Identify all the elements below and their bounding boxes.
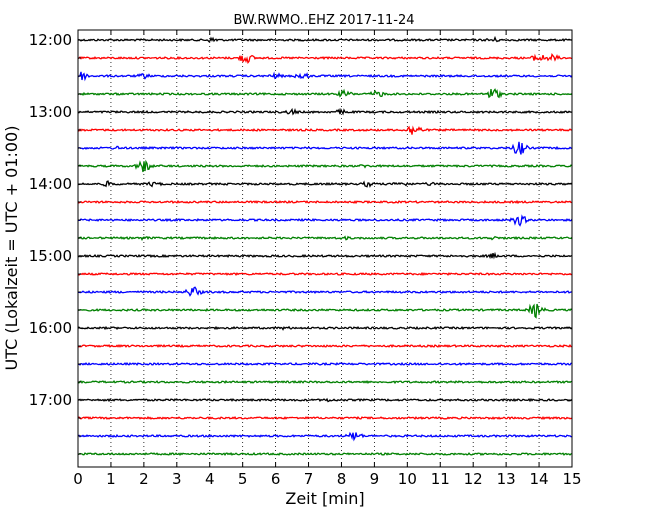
y-tick-label: 15:00 (29, 247, 72, 265)
trace-1215 (77, 52, 573, 65)
x-tick-label: 9 (370, 470, 380, 488)
trace-1630 (77, 361, 573, 366)
x-tick-label: 0 (73, 470, 83, 488)
trace-1700 (77, 397, 573, 403)
x-tick-label: 15 (562, 470, 581, 488)
y-tick-label: 12:00 (29, 31, 72, 49)
x-tick-label: 5 (238, 470, 248, 488)
trace-1530 (77, 286, 573, 297)
trace-1245 (77, 88, 573, 99)
y-axis-ticks: 12:00 13:00 14:00 15:00 16:00 17:00 (29, 31, 572, 455)
trace-1545 (77, 303, 573, 319)
y-axis-label: UTC (Lokalzeit = UTC + 01:00) (2, 126, 21, 371)
y-tick-label: 17:00 (29, 391, 72, 409)
trace-1600 (77, 325, 573, 331)
x-axis-ticks: 0 1 2 3 4 5 6 7 8 9 10 11 12 13 14 15 (73, 30, 582, 488)
x-tick-label: 1 (106, 470, 116, 488)
y-tick-label: 16:00 (29, 319, 72, 337)
x-tick-label: 2 (139, 470, 149, 488)
trace-1300 (77, 107, 573, 116)
x-tick-label: 11 (431, 470, 450, 488)
vertical-grid (110, 30, 540, 467)
plot-frame (77, 29, 573, 468)
x-tick-label: 6 (271, 470, 281, 488)
trace-1330 (77, 141, 573, 155)
x-tick-label: 8 (337, 470, 347, 488)
trace-1515 (77, 271, 573, 277)
trace-1615 (77, 343, 573, 349)
trace-1415 (77, 199, 573, 205)
x-tick-label: 7 (304, 470, 314, 488)
trace-1500 (77, 251, 573, 260)
x-tick-label: 12 (464, 470, 483, 488)
trace-1400 (77, 180, 573, 188)
seismic-traces (77, 35, 573, 457)
x-tick-label: 10 (398, 470, 417, 488)
x-tick-label: 13 (497, 470, 516, 488)
trace-1745 (77, 452, 573, 457)
trace-1730 (77, 431, 573, 442)
trace-1430 (77, 214, 573, 227)
trace-1715 (77, 415, 573, 420)
x-axis-label: Zeit [min] (285, 489, 364, 508)
trace-1345 (77, 159, 573, 173)
trace-1645 (77, 379, 573, 385)
y-tick-label: 14:00 (29, 175, 72, 193)
trace-1445 (77, 235, 573, 241)
x-tick-label: 3 (172, 470, 182, 488)
trace-1230 (77, 71, 573, 82)
chart-title: BW.RWMO..EHZ 2017-11-24 (233, 13, 414, 28)
x-tick-label: 4 (205, 470, 215, 488)
trace-1200 (77, 35, 573, 43)
trace-1315 (77, 125, 573, 135)
x-tick-label: 14 (530, 470, 549, 488)
y-tick-label: 13:00 (29, 103, 72, 121)
